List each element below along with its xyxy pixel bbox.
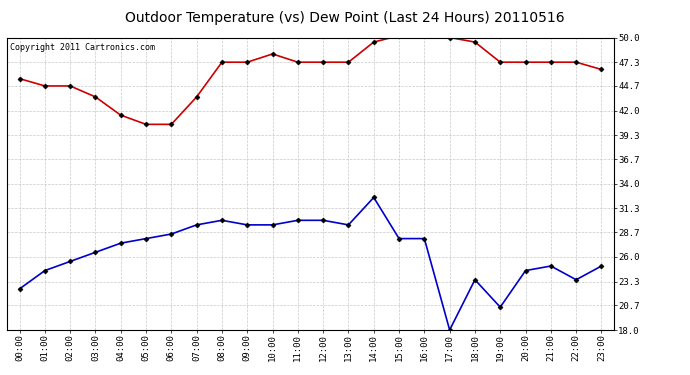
Text: Outdoor Temperature (vs) Dew Point (Last 24 Hours) 20110516: Outdoor Temperature (vs) Dew Point (Last… <box>125 11 565 25</box>
Text: Copyright 2011 Cartronics.com: Copyright 2011 Cartronics.com <box>10 44 155 52</box>
